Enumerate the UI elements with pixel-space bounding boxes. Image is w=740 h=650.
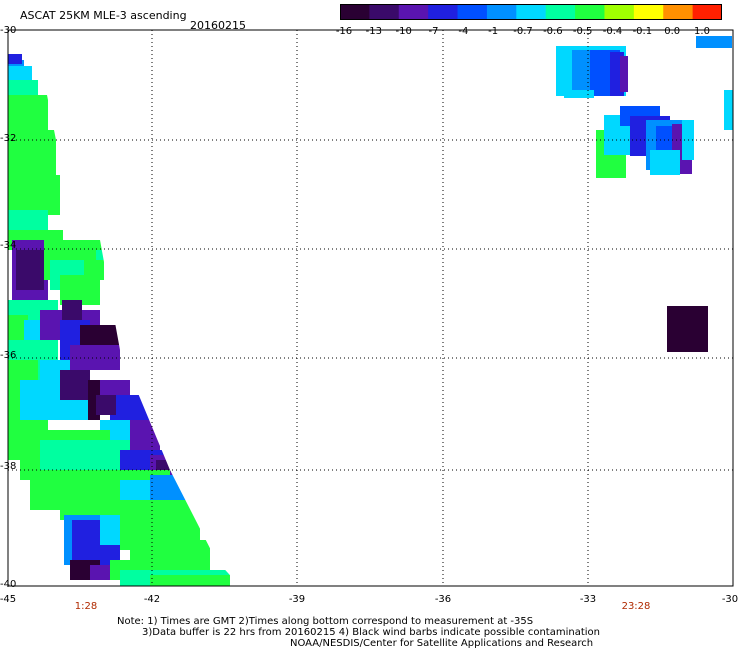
- colorbar-tick-label: 1.0: [694, 26, 710, 37]
- lon-label: -36: [434, 594, 452, 605]
- lon-label: -42: [143, 594, 161, 605]
- data-swaths: [8, 30, 733, 586]
- colorbar-swatch: [428, 4, 459, 20]
- colorbar-tick-label: -10: [395, 26, 412, 37]
- colorbar-swatch: [663, 4, 694, 20]
- note-line: Note: 1) Times are GMT 2)Times along bot…: [117, 616, 534, 627]
- colorbar-swatch: [369, 4, 400, 20]
- lat-label: -34: [0, 240, 17, 251]
- colorbar-swatch: [516, 4, 547, 20]
- lat-label: -32: [0, 133, 17, 144]
- colorbar-tick-label: -4: [458, 26, 469, 37]
- note-line: 3)Data buffer is 22 hrs from 20160215 4)…: [142, 627, 600, 638]
- colorbar-swatch: [340, 4, 370, 20]
- lat-label: -38: [0, 461, 17, 472]
- colorbar-swatch: [633, 4, 664, 20]
- colorbar-tick-label: -0.5: [572, 26, 593, 37]
- colorbar-tick-label: -13: [365, 26, 382, 37]
- colorbar: [340, 4, 722, 20]
- lon-label: -33: [579, 594, 597, 605]
- product-title: ASCAT 25KM MLE-3 ascending: [20, 9, 187, 22]
- colorbar-swatch: [604, 4, 635, 20]
- lat-lon-grid: [8, 30, 733, 586]
- colorbar-tick-label: -0.4: [602, 26, 623, 37]
- colorbar-tick-label: -1: [488, 26, 499, 37]
- colorbar-swatch: [692, 4, 722, 20]
- lon-label: -45: [0, 594, 17, 605]
- colorbar-swatch: [545, 4, 576, 20]
- plot-frame: [7, 29, 734, 587]
- lat-label: -30: [0, 25, 17, 36]
- colorbar-tick-label: -0.1: [632, 26, 653, 37]
- product-date: 20160215: [190, 19, 246, 32]
- colorbar-tick-label: -7: [428, 26, 439, 37]
- colorbar-swatch: [486, 4, 517, 20]
- colorbar-swatch: [457, 4, 488, 20]
- lat-label: -36: [0, 350, 17, 361]
- colorbar-swatch: [398, 4, 429, 20]
- colorbar-tick-label: -0.6: [543, 26, 563, 37]
- note-line: NOAA/NESDIS/Center for Satellite Applica…: [290, 638, 594, 649]
- colorbar-tick-label: 0.0: [664, 26, 681, 37]
- lat-label: -40: [0, 579, 17, 590]
- colorbar-tick-label: -16: [335, 26, 353, 37]
- time-label: 1:28: [74, 601, 98, 612]
- colorbar-labels: -16 -13 -10 -7 -4 -1 -0.7 -0.6 -0.5 -0.4 -0.1 0.0 1.…: [0, 26, 740, 40]
- time-label: 23:28: [621, 601, 651, 612]
- colorbar-tick-label: -0.7: [513, 26, 533, 37]
- lon-label: -39: [288, 594, 306, 605]
- lon-label: -30: [721, 594, 739, 605]
- colorbar-swatch: [575, 4, 606, 20]
